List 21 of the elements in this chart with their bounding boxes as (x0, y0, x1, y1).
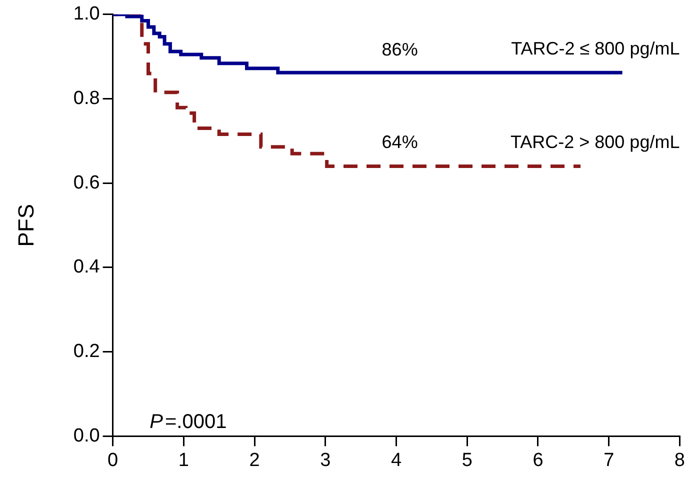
y-tick-label: 0.4 (73, 256, 100, 278)
annotation: 86% (382, 39, 418, 60)
x-tick-label: 2 (249, 450, 260, 471)
y-axis-title: PFS (13, 204, 38, 247)
y-tick-label: 1.0 (73, 4, 100, 25)
y-tick-label: 0.2 (73, 341, 100, 362)
series-label: TARC-2 ≤ 800 pg/mL (511, 38, 680, 59)
x-tick-label: 8 (674, 450, 686, 471)
x-tick-label: 0 (108, 450, 118, 471)
annotation: P=.0001 (150, 411, 227, 434)
y-tick-label: 0.8 (73, 88, 100, 109)
x-tick-label: 3 (320, 450, 331, 471)
x-tick-label: 5 (462, 450, 472, 471)
x-tick-label: 4 (390, 450, 402, 471)
x-tick-label: 7 (604, 450, 614, 471)
y-tick-label: 0.6 (73, 172, 100, 194)
series-label: TARC-2 > 800 pg/mL (510, 132, 680, 152)
annotation: 64% (382, 132, 418, 152)
x-tick-label: 6 (532, 450, 544, 471)
x-tick-label: 1 (178, 450, 189, 471)
y-tick-label: 0.0 (73, 425, 100, 446)
